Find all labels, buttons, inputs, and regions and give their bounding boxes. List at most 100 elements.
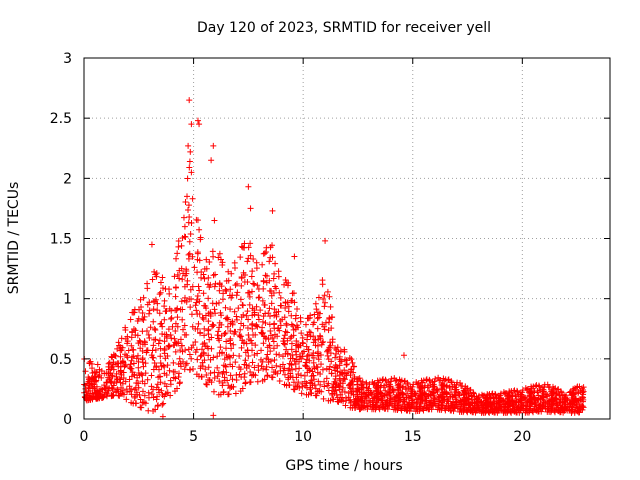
data-point (272, 260, 279, 267)
data-point (315, 378, 322, 385)
data-point (368, 391, 375, 398)
data-point (159, 331, 166, 338)
data-point (325, 319, 332, 326)
data-point (285, 367, 292, 374)
data-point (552, 385, 559, 392)
data-point (247, 240, 254, 247)
data-point (150, 306, 157, 313)
data-point (271, 306, 278, 313)
data-point (251, 364, 258, 371)
data-point (534, 387, 541, 394)
data-point (327, 397, 334, 404)
data-point (401, 399, 408, 406)
data-point (200, 349, 207, 356)
data-point (220, 290, 227, 297)
data-point (545, 384, 552, 391)
data-point (273, 351, 280, 358)
data-point (440, 402, 447, 409)
data-point (436, 377, 443, 384)
data-point (209, 248, 216, 255)
data-point (259, 324, 266, 331)
data-point (269, 374, 276, 381)
data-point (263, 273, 270, 280)
data-point (228, 294, 235, 301)
data-point (377, 384, 384, 391)
data-point (195, 373, 202, 380)
data-point (185, 251, 192, 258)
data-point (128, 342, 135, 349)
data-point (338, 358, 345, 365)
data-point (325, 380, 332, 387)
y-tick-label: 2.5 (50, 111, 72, 127)
data-point (126, 383, 133, 390)
data-point (247, 368, 254, 375)
data-point (170, 359, 177, 366)
data-point (370, 397, 377, 404)
data-point (219, 296, 226, 303)
data-point (511, 387, 518, 394)
data-point (292, 365, 299, 372)
data-point (458, 382, 465, 389)
data-point (502, 403, 509, 410)
data-point (351, 374, 358, 381)
data-point (133, 400, 140, 407)
data-point (204, 343, 211, 350)
data-point (271, 356, 278, 363)
data-point (137, 345, 144, 352)
data-point (212, 280, 219, 287)
data-point (193, 307, 200, 314)
data-point (232, 390, 239, 397)
data-point (150, 318, 157, 325)
data-point (205, 352, 212, 359)
data-point (172, 348, 179, 355)
data-point (156, 310, 163, 317)
data-point (310, 349, 317, 356)
data-point (187, 230, 194, 237)
data-point (264, 351, 271, 358)
data-point (140, 399, 147, 406)
data-point (336, 386, 343, 393)
data-point (421, 384, 428, 391)
data-point (217, 309, 224, 316)
data-point (274, 342, 281, 349)
data-point (144, 301, 151, 308)
data-point (270, 275, 277, 282)
data-point (294, 306, 301, 313)
data-point (309, 380, 316, 387)
data-point (116, 392, 123, 399)
data-point (216, 280, 223, 287)
data-point (161, 350, 168, 357)
data-point (254, 378, 261, 385)
data-point (134, 379, 141, 386)
data-point (198, 373, 205, 380)
x-tick-label: 0 (80, 429, 89, 445)
data-point (181, 223, 188, 230)
data-point (218, 350, 225, 357)
data-point (188, 219, 195, 226)
data-point (312, 336, 319, 343)
data-point (217, 344, 224, 351)
data-point (268, 300, 275, 307)
data-point (293, 374, 300, 381)
data-point (342, 395, 349, 402)
data-point (223, 345, 230, 352)
data-point (205, 295, 212, 302)
data-point (227, 320, 234, 327)
data-point (194, 296, 201, 303)
data-point (399, 384, 406, 391)
data-point (357, 406, 364, 413)
data-point (166, 290, 173, 297)
data-point (139, 310, 146, 317)
data-point (493, 405, 500, 412)
data-point (357, 396, 364, 403)
data-point (221, 331, 228, 338)
data-point (441, 377, 448, 384)
data-point (105, 370, 112, 377)
data-point (161, 297, 168, 304)
data-point (341, 388, 348, 395)
data-point (383, 381, 390, 388)
data-point (293, 338, 300, 345)
data-point (407, 404, 414, 411)
data-point (482, 397, 489, 404)
